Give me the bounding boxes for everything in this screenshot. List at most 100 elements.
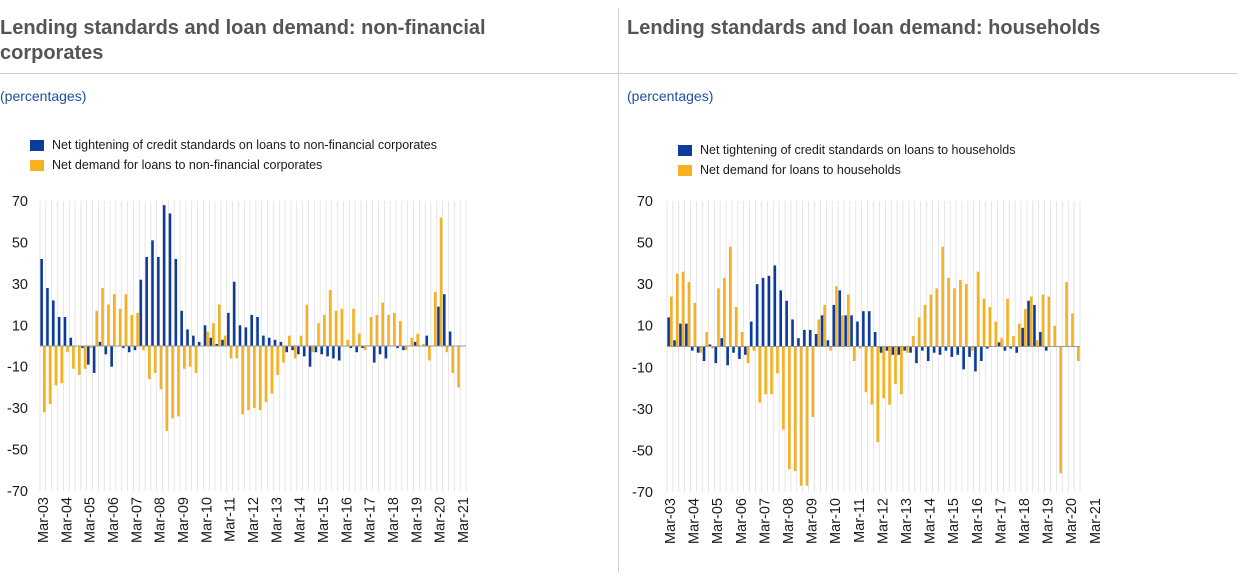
bar-demand	[1077, 346, 1080, 362]
bar-tightening	[320, 346, 324, 355]
bar-demand	[171, 346, 174, 419]
bar-demand	[375, 314, 379, 346]
bar-tightening	[950, 346, 954, 357]
bar-demand	[799, 346, 803, 486]
x-tick-label: Mar-08	[781, 498, 797, 544]
bar-demand	[112, 294, 116, 346]
bar-tightening	[244, 327, 248, 346]
bar-demand	[182, 346, 186, 369]
x-tick-label: Mar-20	[1064, 498, 1080, 544]
bar-tightening	[997, 342, 1001, 347]
bar-tightening	[291, 346, 294, 351]
bar-tightening	[384, 346, 388, 359]
panel-title: Lending standards and loan demand: house…	[627, 17, 1101, 39]
bar-tightening	[679, 323, 682, 347]
bar-tightening	[437, 306, 440, 346]
bar-tightening	[139, 279, 143, 346]
bar-tightening	[378, 346, 382, 355]
bar-tightening	[267, 337, 271, 346]
bar-tightening	[402, 346, 405, 351]
bar-demand	[95, 310, 99, 346]
y-tick-label: 30	[12, 277, 28, 293]
x-tick-label: Mar-08	[153, 497, 169, 543]
bar-demand	[60, 346, 63, 384]
x-tick-label: Mar-19	[1041, 498, 1057, 544]
bar-tightening	[332, 346, 335, 359]
bar-demand	[445, 346, 449, 353]
bar-demand	[1053, 325, 1057, 347]
bar-demand	[711, 346, 714, 349]
y-tick-label: 70	[12, 194, 28, 210]
bar-tightening	[926, 346, 930, 362]
bar-demand	[1065, 282, 1068, 347]
y-tick-label: 50	[12, 235, 28, 251]
legend-swatch-blue	[30, 139, 44, 151]
bar-tightening	[844, 315, 847, 347]
bar-demand	[770, 346, 773, 395]
bar-tightening	[297, 346, 300, 355]
bar-demand	[229, 346, 233, 359]
bar-tightening	[826, 340, 830, 347]
bar-demand	[776, 346, 779, 374]
bar-tightening	[761, 277, 765, 347]
bar-tightening	[903, 346, 906, 351]
bar-demand	[894, 346, 897, 384]
bar-demand	[130, 314, 134, 346]
bar-tightening	[227, 312, 230, 346]
bar-demand	[422, 343, 425, 346]
x-tick-label: Mar-03	[663, 498, 679, 544]
bar-tightening	[162, 205, 166, 346]
panel-households: Lending standards and loan demand: house…	[619, 0, 1240, 576]
bar-tightening	[197, 341, 201, 346]
bar-demand	[882, 346, 885, 399]
bar-demand	[1023, 309, 1027, 347]
bar-demand	[42, 346, 46, 413]
bar-demand	[1000, 338, 1003, 347]
bar-demand	[994, 321, 998, 347]
bar-demand	[917, 317, 921, 347]
bar-demand	[1006, 298, 1009, 347]
bar-demand	[212, 323, 215, 346]
bar-tightening	[238, 325, 242, 346]
bar-tightening	[349, 346, 353, 349]
bar-tightening	[850, 315, 853, 347]
bar-demand	[363, 346, 367, 351]
bar-tightening	[720, 338, 724, 347]
bar-tightening	[81, 346, 84, 349]
bar-tightening	[785, 300, 788, 347]
bar-tightening	[396, 346, 399, 349]
bar-tightening	[63, 317, 67, 346]
bar-tightening	[673, 340, 676, 347]
bar-demand	[153, 346, 157, 373]
bar-tightening	[355, 346, 359, 353]
legend: Net tightening of credit standards on lo…	[678, 140, 1016, 180]
x-tick-label: Mar-17	[363, 497, 379, 543]
bar-demand	[787, 346, 791, 470]
bar-tightening	[413, 341, 417, 346]
bar-tightening	[980, 346, 983, 362]
legend-item-demand: Net demand for loans to non-financial co…	[30, 155, 437, 175]
bar-demand	[953, 288, 956, 347]
x-tick-label: Mar-09	[805, 498, 821, 544]
bar-tightening	[862, 311, 865, 347]
bar-demand	[159, 346, 163, 390]
bar-demand	[457, 346, 460, 388]
bar-tightening	[186, 329, 189, 346]
bar-demand	[305, 304, 309, 346]
bar-demand	[852, 346, 856, 362]
bar-demand	[858, 346, 862, 349]
x-tick-label: Mar-13	[269, 497, 285, 543]
x-tick-label: Mar-18	[386, 497, 402, 543]
bar-tightening	[250, 314, 253, 346]
x-tick-label: Mar-16	[339, 497, 355, 543]
bar-tightening	[151, 240, 154, 346]
bar-demand	[675, 273, 679, 347]
bar-demand	[752, 346, 756, 351]
bar-tightening	[314, 346, 318, 353]
x-tick-label: Mar-16	[970, 498, 986, 544]
bar-tightening	[962, 346, 965, 370]
bar-demand	[177, 346, 180, 417]
bar-demand	[381, 302, 384, 346]
y-tick-label: -50	[632, 443, 653, 459]
bar-tightening	[279, 341, 283, 346]
